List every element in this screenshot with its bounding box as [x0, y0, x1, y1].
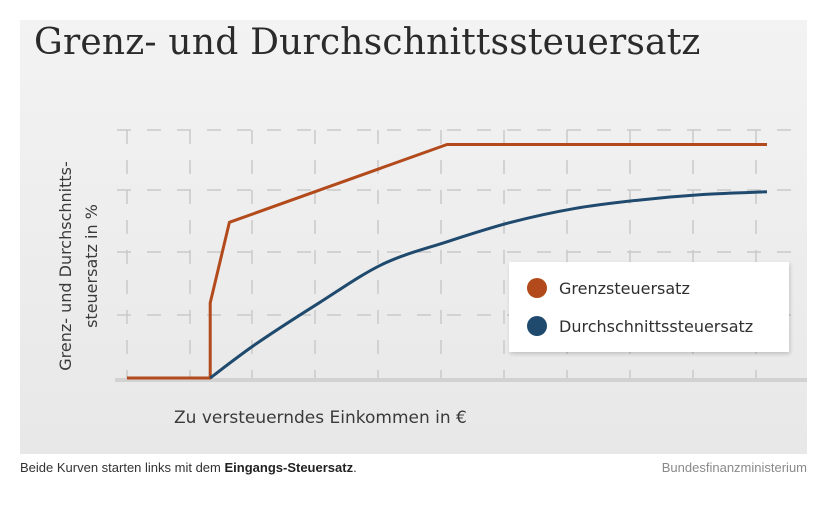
chart-title: Grenz- und Durchschnittssteuersatz [34, 22, 701, 63]
chart-figure: Grenz- und Durchschnittssteuersatz Grenz… [20, 20, 807, 454]
x-axis-label: Zu versteuerndes Einkommen in € [174, 408, 467, 428]
series-line-grenzsteuersatz [127, 142, 767, 380]
legend-swatch-durchschnittssteuersatz [527, 316, 547, 336]
legend: Grenzsteuersatz Durchschnittssteuersatz [509, 262, 789, 352]
legend-item-durchschnittssteuersatz: Durchschnittssteuersatz [527, 314, 753, 338]
legend-swatch-grenzsteuersatz [527, 278, 547, 298]
series-line-durchschnittssteuersatz [209, 190, 768, 380]
y-axis-label-line-1: Grenz- und Durchschnitts- [56, 161, 75, 371]
legend-item-grenzsteuersatz: Grenzsteuersatz [527, 276, 690, 300]
image-credit: Bundesfinanzministerium [661, 460, 807, 475]
series-layer [127, 142, 768, 380]
caption-bold-term: Eingangs-Steuersatz [224, 460, 354, 475]
caption-prefix: Beide Kurven starten links mit dem [20, 460, 225, 475]
y-axis-label-line-2: steuersatz in % [82, 204, 101, 328]
legend-label-grenzsteuersatz: Grenzsteuersatz [559, 278, 690, 298]
figure-caption: Beide Kurven starten links mit dem Einga… [20, 460, 357, 475]
legend-label-durchschnittssteuersatz: Durchschnittssteuersatz [559, 316, 754, 336]
plot-area [115, 129, 807, 382]
caption-suffix: . [353, 460, 357, 475]
y-axis-label: Grenz- und Durchschnitts- steuersatz in … [53, 136, 105, 396]
